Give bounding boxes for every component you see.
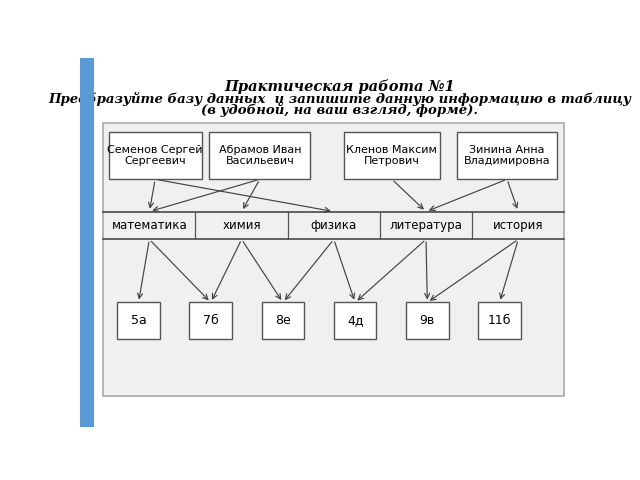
Bar xyxy=(478,302,521,339)
Bar xyxy=(189,302,232,339)
Text: литература: литература xyxy=(390,219,463,232)
Bar xyxy=(334,302,376,339)
Text: Преобразуйте базу данных  и запишите данную информацию в таблицу: Преобразуйте базу данных и запишите данн… xyxy=(48,92,631,106)
Bar xyxy=(344,132,440,179)
Bar xyxy=(262,302,304,339)
Text: 9в: 9в xyxy=(420,314,435,327)
Text: 8е: 8е xyxy=(275,314,291,327)
Bar xyxy=(209,132,310,179)
Text: 11б: 11б xyxy=(488,314,511,327)
Bar xyxy=(103,123,564,396)
Text: Кленов Максим
Петрович: Кленов Максим Петрович xyxy=(346,144,437,166)
Text: история: история xyxy=(493,219,543,232)
Text: (в удобной, на ваш взгляд, форме).: (в удобной, на ваш взгляд, форме). xyxy=(201,103,478,117)
Bar xyxy=(458,132,557,179)
Text: Зинина Анна
Владимировна: Зинина Анна Владимировна xyxy=(464,144,550,166)
Text: Практическая работа №1: Практическая работа №1 xyxy=(224,79,455,95)
Bar xyxy=(80,58,94,427)
Bar xyxy=(109,132,202,179)
Bar xyxy=(406,302,449,339)
Bar xyxy=(117,302,160,339)
Text: физика: физика xyxy=(310,219,357,232)
Text: 5а: 5а xyxy=(131,314,147,327)
Text: 7б: 7б xyxy=(203,314,219,327)
Text: математика: математика xyxy=(111,219,188,232)
Text: 4д: 4д xyxy=(347,314,364,327)
Text: химия: химия xyxy=(222,219,261,232)
Text: Семенов Сергей
Сергеевич: Семенов Сергей Сергеевич xyxy=(108,144,203,166)
Text: Абрамов Иван
Васильевич: Абрамов Иван Васильевич xyxy=(218,144,301,166)
